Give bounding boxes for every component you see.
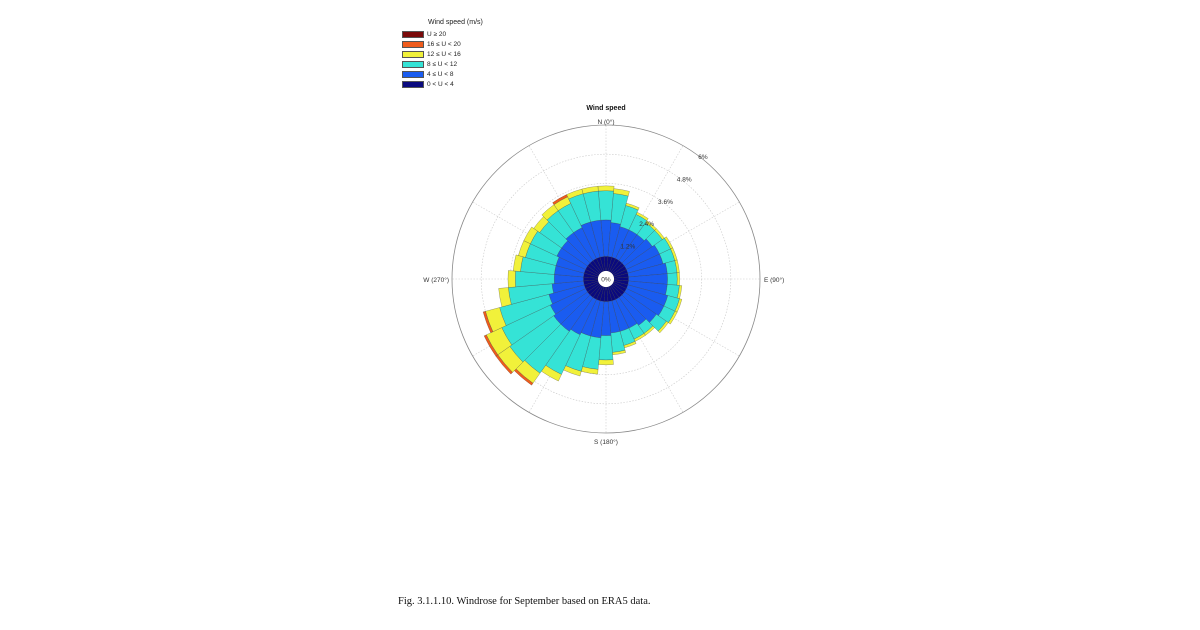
legend-swatch [402,71,424,78]
legend-item-8-12: 8 ≤ U < 12 [402,60,457,69]
legend-label: U ≥ 20 [427,31,447,38]
figure-caption: Fig. 3.1.1.10. Windrose for September ba… [398,596,651,607]
legend-swatch [402,31,424,38]
legend-item-12-16: 12 ≤ U < 16 [402,50,461,59]
legend-title: Wind speed (m/s) [428,19,483,26]
wedges [482,185,683,386]
chart-title: Wind speed [586,105,625,112]
wedge-segment [657,321,669,334]
wedge-segment [513,254,524,272]
legend-swatch [402,81,424,88]
wedge-segment [523,226,538,244]
wedge-segment [581,186,599,194]
wedge-segment [597,185,615,192]
wedge-segment [598,190,614,221]
center-circle [598,271,614,287]
grid-ring [480,153,732,405]
east-label: E (90°) [764,276,784,284]
legend-swatch [402,61,424,68]
legend-item-ge20: U ≥ 20 [402,30,446,39]
radial-tick-label: 4.8% [677,176,692,183]
wedge-segment [676,272,680,286]
radial-tick-label: 1.2% [620,244,635,251]
wedge-segment [598,359,614,365]
south-label: S (180°) [594,438,618,446]
legend-swatch [402,41,424,48]
north-label: N (0°) [597,118,614,126]
radial-tick-label: 3.6% [658,199,673,206]
legend-label: 16 ≤ U < 20 [427,41,461,48]
legend-item-16-20: 16 ≤ U < 20 [402,40,461,49]
wedge-segment [482,311,494,333]
legend-label: 8 ≤ U < 12 [427,61,458,68]
legend-label: 4 ≤ U < 8 [427,71,454,78]
wedge-segment [498,287,512,308]
wedge-segment [507,270,516,288]
legend-item-4-8: 4 ≤ U < 8 [402,70,454,79]
wedge-segment [667,272,678,286]
wedge-segment [613,188,630,197]
wedge-segment [598,335,614,361]
legend-label: 12 ≤ U < 16 [427,51,461,58]
legend-label: 0 < U < 4 [427,81,454,88]
radial-tick-label: 6% [698,154,708,161]
radial-tick-label: 0% [601,277,611,284]
grid-ring [451,124,761,434]
wedge-segment [483,334,498,357]
legend-item-0-4: 0 < U < 4 [402,80,454,89]
west-label: W (270°) [423,276,449,284]
wedge-segment [625,202,640,211]
wedge-segment [668,311,678,325]
radial-tick-label: 2.4% [639,221,654,228]
center-hole [598,271,614,287]
legend-swatch [402,51,424,58]
radial-tick-labels: 0% 1.2% 2.4% 3.6% 4.8% 6% [601,154,708,283]
wedge-segment [635,212,649,221]
